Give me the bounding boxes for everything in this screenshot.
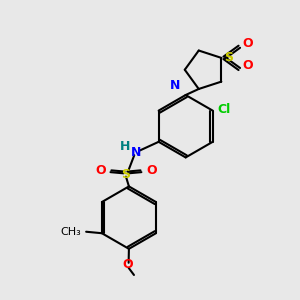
Text: O: O [242, 38, 253, 50]
Text: O: O [146, 164, 157, 177]
Text: N: N [131, 146, 142, 159]
Text: O: O [242, 59, 253, 72]
Text: O: O [95, 164, 106, 177]
Text: CH₃: CH₃ [60, 227, 81, 237]
Text: N: N [170, 79, 180, 92]
Text: Cl: Cl [217, 103, 230, 116]
Text: H: H [119, 140, 130, 153]
Text: S: S [122, 168, 130, 181]
Text: S: S [224, 51, 233, 64]
Text: O: O [122, 258, 133, 271]
